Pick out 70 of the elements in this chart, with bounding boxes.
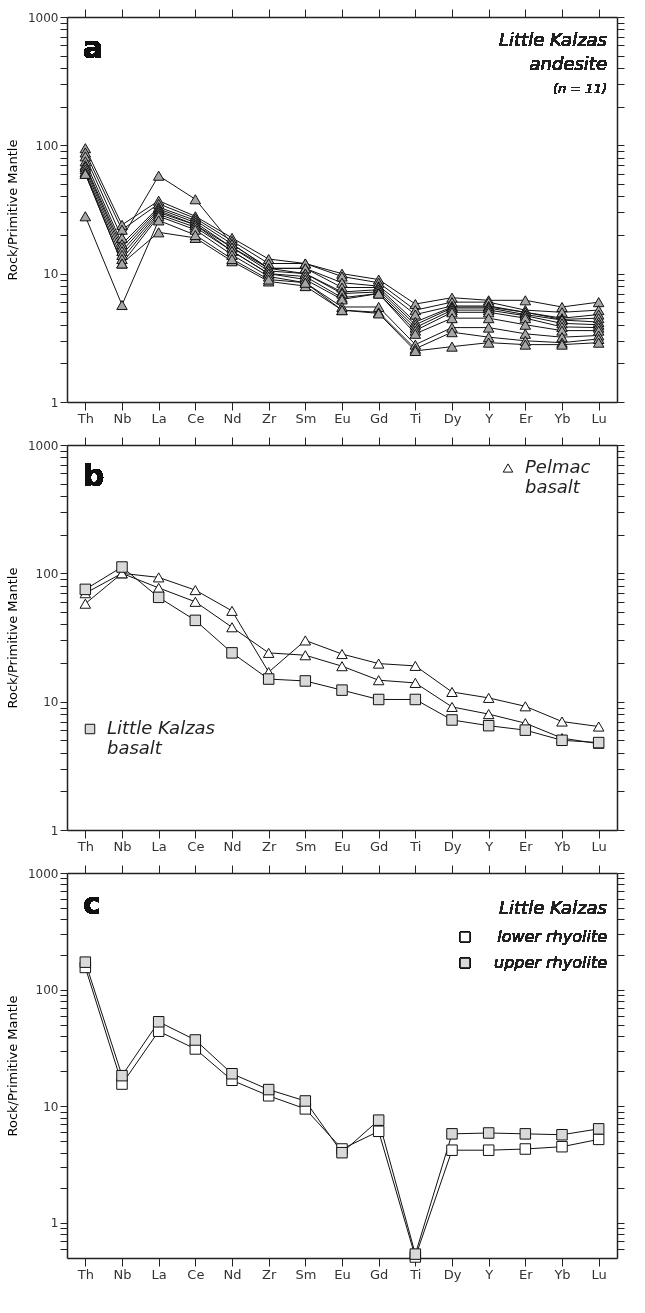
- x-tick-label: Dy: [443, 410, 462, 426]
- x-tick-label: Nb: [113, 1266, 132, 1282]
- x-tick-label: Nb: [113, 410, 132, 426]
- x-tick-label: Er: [519, 1266, 534, 1282]
- x-tick-label: Ti: [409, 410, 422, 426]
- y-tick-label: 100: [35, 983, 59, 998]
- y-axis-title: Rock/Primitive Mantle: [4, 995, 20, 1137]
- x-tick-label: Ce: [187, 1266, 205, 1282]
- x-tick-label: Gd: [370, 838, 389, 854]
- x-tick-label: Y: [484, 838, 494, 854]
- x-tick-label: Th: [76, 1266, 94, 1282]
- x-tick-label: Eu: [334, 1266, 351, 1282]
- y-tick-label: 1: [50, 395, 59, 410]
- x-tick-label: Ce: [187, 838, 205, 854]
- x-tick-label: Sm: [295, 410, 317, 426]
- y-tick-label: 1: [50, 823, 59, 838]
- x-tick-label: Dy: [443, 838, 462, 854]
- x-tick-label: Nd: [223, 838, 242, 854]
- annotation: (n = 11): [552, 81, 607, 96]
- x-tick-label: Th: [76, 838, 94, 854]
- x-tick-label: Lu: [591, 410, 607, 426]
- x-tick-label: Yb: [553, 1266, 571, 1282]
- x-tick-label: Nb: [113, 838, 132, 854]
- y-tick-label: 1000: [27, 10, 59, 25]
- y-axis-title: Rock/Primitive Mantle: [4, 567, 20, 709]
- y-axis-title: Rock/Primitive Mantle: [4, 139, 20, 281]
- x-tick-label: Er: [519, 410, 534, 426]
- y-tick-label: 1000: [27, 866, 59, 881]
- x-tick-label: Ti: [409, 1266, 422, 1282]
- x-tick-label: Sm: [295, 838, 317, 854]
- x-tick-label: Nd: [223, 1266, 242, 1282]
- legend-label: Pelmac basalt: [525, 456, 591, 497]
- y-tick-label: 10: [43, 267, 59, 282]
- x-tick-label: Y: [484, 410, 494, 426]
- x-tick-label: Zr: [262, 1266, 277, 1282]
- x-tick-label: Ti: [409, 838, 422, 854]
- x-tick-label: Zr: [262, 410, 277, 426]
- x-tick-label: La: [151, 1266, 167, 1282]
- legend-label: upper rhyolite: [494, 953, 608, 972]
- chart-title: c: [83, 886, 101, 921]
- x-tick-label: Nd: [223, 410, 242, 426]
- text: b: [83, 458, 105, 493]
- x-tick-label: La: [151, 410, 167, 426]
- text: a: [83, 30, 104, 65]
- x-tick-label: Zr: [262, 838, 277, 854]
- x-tick-label: Ce: [187, 410, 205, 426]
- y-tick-label: 10: [43, 1099, 59, 1114]
- y-tick-label: 100: [35, 138, 59, 153]
- x-tick-label: Eu: [334, 410, 351, 426]
- legend-label: lower rhyolite: [497, 927, 608, 946]
- x-tick-label: Lu: [591, 838, 607, 854]
- x-tick-label: Gd: [370, 1266, 389, 1282]
- y-tick-label: 1: [50, 1216, 59, 1231]
- y-tick-label: 10: [43, 695, 59, 710]
- x-tick-label: La: [151, 838, 167, 854]
- x-tick-label: Yb: [553, 838, 571, 854]
- y-tick-label: 100: [35, 566, 59, 581]
- x-tick-label: Er: [519, 838, 534, 854]
- x-tick-label: Yb: [553, 410, 571, 426]
- x-tick-label: Gd: [370, 410, 389, 426]
- annotation: Little Kalzas andesite: [499, 29, 607, 74]
- legend-title: Little Kalzas: [499, 897, 607, 918]
- x-tick-label: Y: [484, 1266, 494, 1282]
- x-tick-label: Eu: [334, 838, 351, 854]
- x-tick-label: Dy: [443, 1266, 462, 1282]
- legend-label: Little Kalzas basalt: [107, 717, 215, 758]
- y-tick-label: 1000: [27, 438, 59, 453]
- x-tick-label: Th: [76, 410, 94, 426]
- x-tick-label: Sm: [295, 1266, 317, 1282]
- x-tick-label: Lu: [591, 1266, 607, 1282]
